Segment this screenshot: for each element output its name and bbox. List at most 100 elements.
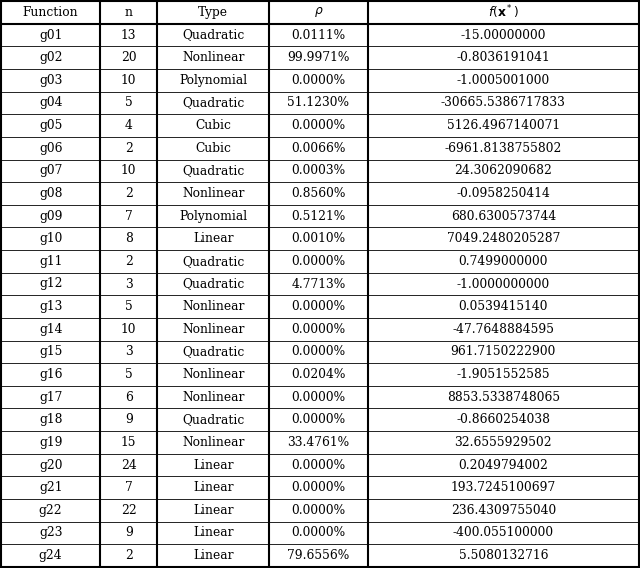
Text: 32.6555929502: 32.6555929502 — [454, 436, 552, 449]
Text: 0.0539415140: 0.0539415140 — [458, 300, 548, 313]
Text: 0.8560%: 0.8560% — [291, 187, 346, 200]
Text: g14: g14 — [39, 323, 63, 336]
Text: g04: g04 — [39, 97, 63, 110]
Text: g20: g20 — [39, 458, 63, 471]
Text: 15: 15 — [121, 436, 136, 449]
Text: 10: 10 — [121, 323, 136, 336]
Text: Quadratic: Quadratic — [182, 28, 244, 41]
Text: -47.7648884595: -47.7648884595 — [452, 323, 554, 336]
Text: 13: 13 — [121, 28, 136, 41]
Text: 0.5121%: 0.5121% — [291, 210, 346, 223]
Text: Polynomial: Polynomial — [179, 210, 247, 223]
Text: Nonlinear: Nonlinear — [182, 391, 244, 404]
Text: Quadratic: Quadratic — [182, 345, 244, 358]
Text: 7: 7 — [125, 210, 132, 223]
Text: 5.5080132716: 5.5080132716 — [458, 549, 548, 562]
Text: Type: Type — [198, 6, 228, 19]
Text: g17: g17 — [39, 391, 62, 404]
Text: 2: 2 — [125, 255, 132, 268]
Text: 9: 9 — [125, 414, 132, 426]
Text: 0.0000%: 0.0000% — [291, 255, 346, 268]
Text: Linear: Linear — [193, 504, 234, 517]
Text: 79.6556%: 79.6556% — [287, 549, 349, 562]
Text: Quadratic: Quadratic — [182, 97, 244, 110]
Text: 5: 5 — [125, 368, 132, 381]
Text: Polynomial: Polynomial — [179, 74, 247, 87]
Text: 0.0000%: 0.0000% — [291, 119, 346, 132]
Text: 8853.5338748065: 8853.5338748065 — [447, 391, 560, 404]
Text: 3: 3 — [125, 345, 132, 358]
Text: $f(\mathbf{x}^*)$: $f(\mathbf{x}^*)$ — [488, 3, 518, 21]
Text: 2: 2 — [125, 142, 132, 154]
Text: 24: 24 — [121, 458, 137, 471]
Text: Quadratic: Quadratic — [182, 414, 244, 426]
Text: -400.055100000: -400.055100000 — [452, 527, 554, 540]
Text: Nonlinear: Nonlinear — [182, 368, 244, 381]
Text: 0.0000%: 0.0000% — [291, 391, 346, 404]
Text: g09: g09 — [39, 210, 63, 223]
Text: 0.0111%: 0.0111% — [291, 28, 346, 41]
Text: -30665.5386717833: -30665.5386717833 — [441, 97, 566, 110]
Text: 0.0000%: 0.0000% — [291, 527, 346, 540]
Text: -0.0958250414: -0.0958250414 — [456, 187, 550, 200]
Text: 9: 9 — [125, 527, 132, 540]
Text: Nonlinear: Nonlinear — [182, 51, 244, 64]
Text: g06: g06 — [39, 142, 63, 154]
Text: g19: g19 — [39, 436, 63, 449]
Text: Quadratic: Quadratic — [182, 164, 244, 177]
Text: g13: g13 — [39, 300, 62, 313]
Text: 0.0000%: 0.0000% — [291, 345, 346, 358]
Text: 6: 6 — [125, 391, 132, 404]
Text: -0.8036191041: -0.8036191041 — [456, 51, 550, 64]
Text: 0.0204%: 0.0204% — [291, 368, 346, 381]
Text: 22: 22 — [121, 504, 137, 517]
Text: g15: g15 — [39, 345, 62, 358]
Text: Nonlinear: Nonlinear — [182, 323, 244, 336]
Text: g16: g16 — [39, 368, 63, 381]
Text: g24: g24 — [39, 549, 63, 562]
Text: 20: 20 — [121, 51, 136, 64]
Text: 8: 8 — [125, 232, 132, 245]
Text: $\rho$: $\rho$ — [314, 6, 323, 19]
Text: Nonlinear: Nonlinear — [182, 436, 244, 449]
Text: 99.9971%: 99.9971% — [287, 51, 349, 64]
Text: 2: 2 — [125, 187, 132, 200]
Text: g03: g03 — [39, 74, 62, 87]
Text: 0.2049794002: 0.2049794002 — [458, 458, 548, 471]
Text: 0.0000%: 0.0000% — [291, 300, 346, 313]
Text: 0.0000%: 0.0000% — [291, 481, 346, 494]
Text: g01: g01 — [39, 28, 62, 41]
Text: g21: g21 — [39, 481, 63, 494]
Text: 3: 3 — [125, 278, 132, 290]
Text: Cubic: Cubic — [195, 119, 231, 132]
Text: 10: 10 — [121, 164, 136, 177]
Text: 51.1230%: 51.1230% — [287, 97, 349, 110]
Text: 2: 2 — [125, 549, 132, 562]
Text: g22: g22 — [39, 504, 63, 517]
Text: 4.7713%: 4.7713% — [291, 278, 346, 290]
Text: Linear: Linear — [193, 481, 234, 494]
Text: 0.0000%: 0.0000% — [291, 74, 346, 87]
Text: 0.0000%: 0.0000% — [291, 323, 346, 336]
Text: g07: g07 — [39, 164, 62, 177]
Text: -0.8660254038: -0.8660254038 — [456, 414, 550, 426]
Text: -1.0000000000: -1.0000000000 — [456, 278, 550, 290]
Text: Function: Function — [23, 6, 79, 19]
Text: Nonlinear: Nonlinear — [182, 300, 244, 313]
Text: Linear: Linear — [193, 232, 234, 245]
Text: Quadratic: Quadratic — [182, 278, 244, 290]
Text: 4: 4 — [125, 119, 132, 132]
Text: g05: g05 — [39, 119, 62, 132]
Text: -1.9051552585: -1.9051552585 — [456, 368, 550, 381]
Text: -1.0005001000: -1.0005001000 — [456, 74, 550, 87]
Text: 24.3062090682: 24.3062090682 — [454, 164, 552, 177]
Text: -15.00000000: -15.00000000 — [461, 28, 546, 41]
Text: 0.0000%: 0.0000% — [291, 504, 346, 517]
Text: 0.0003%: 0.0003% — [291, 164, 346, 177]
Text: 7: 7 — [125, 481, 132, 494]
Text: 680.6300573744: 680.6300573744 — [451, 210, 556, 223]
Text: 0.0010%: 0.0010% — [291, 232, 346, 245]
Text: Linear: Linear — [193, 527, 234, 540]
Text: Linear: Linear — [193, 458, 234, 471]
Text: g12: g12 — [39, 278, 63, 290]
